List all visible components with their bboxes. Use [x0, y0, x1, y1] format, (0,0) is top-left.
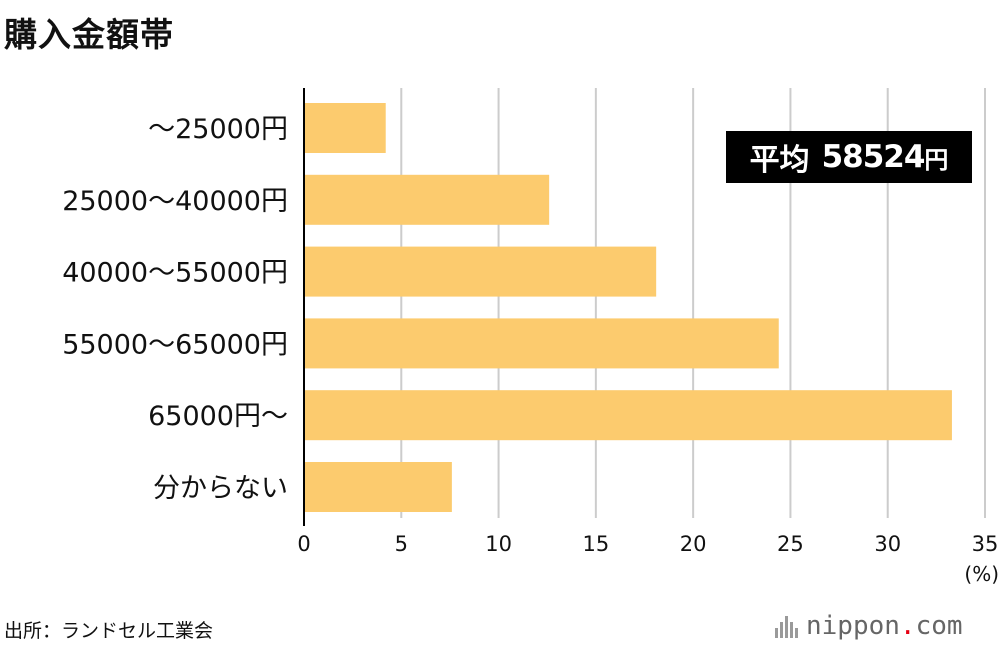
bar	[304, 246, 657, 297]
x-tick-label: 25	[777, 532, 804, 556]
logo-tld: com	[915, 611, 963, 641]
average-label: 平均	[749, 143, 810, 178]
chart-title: 購入金額帯	[4, 15, 174, 54]
average-badge: 平均 58524 円	[726, 131, 972, 183]
bar	[304, 318, 779, 369]
nippon-logo: nippon.com	[775, 606, 963, 646]
bar	[304, 174, 550, 225]
source-note: 出所：ランドセル工業会	[4, 620, 214, 642]
bar	[304, 390, 952, 441]
logo-name: nippon	[806, 611, 900, 641]
bar	[304, 462, 452, 512]
x-tick-label: 10	[485, 532, 512, 556]
bar	[304, 103, 386, 153]
category-label: 55000〜65000円	[62, 329, 288, 360]
logo-mark-icon	[775, 614, 798, 638]
x-tick-label: 0	[297, 532, 310, 556]
logo-dot: .	[899, 611, 916, 641]
category-label: 25000〜40000円	[62, 186, 288, 217]
x-tick-label: 30	[874, 532, 901, 556]
x-tick-label: 20	[680, 532, 707, 556]
x-tick-label: 35	[972, 532, 999, 556]
x-unit-label: (%)	[964, 562, 999, 586]
x-tick-label: 5	[395, 532, 408, 556]
category-label: 65000円〜	[148, 401, 288, 432]
average-unit: 円	[924, 145, 949, 174]
logo-text: nippon.com	[806, 611, 963, 641]
category-label: 40000〜55000円	[62, 258, 288, 289]
category-label: 〜25000円	[148, 114, 288, 145]
x-tick-label: 15	[582, 532, 609, 556]
category-label: 分からない	[153, 473, 288, 504]
average-value: 58524	[821, 139, 926, 175]
